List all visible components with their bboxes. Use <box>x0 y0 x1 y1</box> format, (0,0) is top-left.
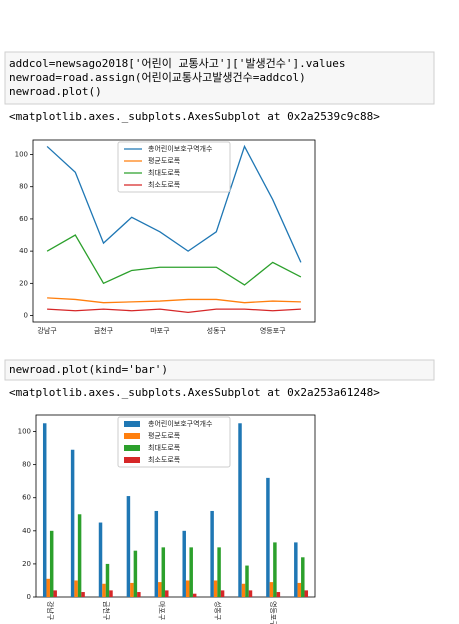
bar <box>126 496 131 597</box>
bar <box>185 580 190 597</box>
plot-area <box>35 414 316 598</box>
legend-swatch <box>124 421 140 427</box>
code-cell[interactable] <box>4 359 435 381</box>
y-tick-label: 80 <box>22 461 31 469</box>
bar <box>130 582 134 597</box>
bar <box>42 423 47 597</box>
bar <box>137 592 141 597</box>
legend-label: 최대도로폭 <box>148 168 181 177</box>
bar <box>70 449 75 597</box>
legend <box>117 141 231 193</box>
y-tick-label: 0 <box>24 312 28 320</box>
bar <box>133 550 138 597</box>
legend-label: 최대도로폭 <box>148 443 181 452</box>
y-tick-label: 100 <box>18 428 31 436</box>
x-tick-label: 금천구 <box>94 326 114 335</box>
y-tick-label: 60 <box>22 494 31 502</box>
bar <box>297 582 302 597</box>
bar <box>77 514 82 597</box>
bar <box>154 510 159 597</box>
bar <box>105 563 110 597</box>
legend-label: 최소도로폭 <box>148 180 181 189</box>
y-tick-label: 0 <box>27 593 31 601</box>
legend-label: 평균도로폭 <box>148 156 181 165</box>
bar <box>81 592 85 597</box>
bar <box>109 590 113 597</box>
bar <box>248 590 253 597</box>
y-tick-label: 80 <box>19 183 28 191</box>
code-line: newroad.plot() <box>9 85 102 98</box>
plot-area <box>32 139 316 323</box>
x-tick-label: 마포구 <box>150 326 170 335</box>
bar <box>301 557 305 597</box>
legend-swatch <box>124 457 140 463</box>
x-tick-label: 영등포구 <box>260 326 286 335</box>
legend-label: 평균도로폭 <box>148 431 181 440</box>
legend-label: 최소도로폭 <box>148 455 181 464</box>
x-tick-label: 영등포구 <box>269 601 278 624</box>
x-tick-label: 마포구 <box>158 601 167 621</box>
bar <box>161 547 166 597</box>
bar <box>165 590 169 597</box>
bar <box>245 565 249 597</box>
code-line: newroad.plot(kind='bar') <box>9 363 168 376</box>
cell-output: <matplotlib.axes._subplots.AxesSubplot a… <box>9 110 380 123</box>
bar <box>192 593 197 597</box>
x-tick-label: 성동구 <box>207 326 227 335</box>
x-tick-label: 강남구 <box>46 601 55 621</box>
bar <box>217 547 221 597</box>
y-tick-label: 20 <box>19 279 28 287</box>
y-tick-label: 40 <box>22 527 31 535</box>
cell-output: <matplotlib.axes._subplots.AxesSubplot a… <box>9 386 380 399</box>
bar <box>294 542 298 597</box>
code-line: newroad=road.assign(어린이교통사고발생건수=addcol) <box>9 71 306 84</box>
bar <box>304 590 309 597</box>
bar <box>189 547 193 597</box>
line-series <box>46 144 302 263</box>
bar <box>49 530 54 597</box>
x-tick-label: 금천구 <box>102 601 111 621</box>
bar <box>241 583 246 597</box>
bar <box>266 477 270 597</box>
legend <box>117 416 231 468</box>
x-tick-label: 강남구 <box>37 326 57 335</box>
bar <box>210 510 214 597</box>
code-cell[interactable] <box>4 51 435 105</box>
bar <box>74 580 78 597</box>
bar <box>220 590 225 597</box>
y-tick-label: 20 <box>22 560 31 568</box>
legend-swatch <box>124 433 140 439</box>
bar <box>273 542 277 597</box>
bar <box>53 590 57 597</box>
legend-swatch <box>124 445 140 451</box>
code-line: addcol=newsago2018['어린이 교통사고']['발생건수'].v… <box>9 57 346 70</box>
bar <box>238 423 242 597</box>
x-tick-label: 성동구 <box>213 601 222 621</box>
bar <box>98 522 103 597</box>
bar <box>182 530 186 597</box>
bar <box>269 582 274 597</box>
bar <box>213 580 218 597</box>
bar <box>46 578 50 597</box>
bar <box>276 592 281 597</box>
y-tick-label: 100 <box>15 150 28 158</box>
legend-label: 총어린이보호구역개수 <box>148 419 213 428</box>
line-series <box>46 234 302 286</box>
y-tick-label: 40 <box>19 247 28 255</box>
legend-label: 총어린이보호구역개수 <box>148 144 213 153</box>
y-tick-label: 60 <box>19 215 28 223</box>
line-series <box>47 308 301 313</box>
bar <box>102 583 106 597</box>
bar <box>158 582 162 597</box>
line-series <box>47 297 301 304</box>
